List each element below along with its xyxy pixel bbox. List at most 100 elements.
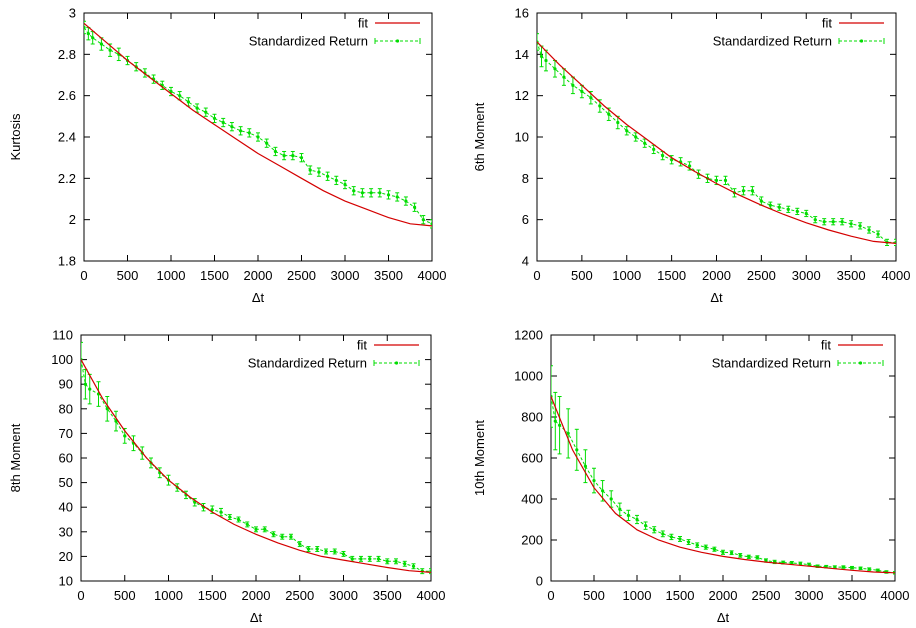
x-tick-label: 500 [117, 268, 139, 283]
data-point [411, 564, 416, 568]
data-point [306, 547, 311, 551]
data-point [583, 464, 588, 468]
legend-label-fit: fit [822, 16, 833, 31]
data-point [634, 135, 638, 139]
data-point [221, 120, 225, 125]
data-point [315, 547, 319, 551]
data-point [558, 423, 562, 427]
data-point [609, 497, 613, 501]
x-axis-title: Δt [710, 290, 723, 305]
plot-area [81, 341, 431, 575]
x-tick-label: 2000 [709, 588, 738, 603]
x-tick-label: 0 [80, 268, 87, 283]
y-tick-label: 400 [521, 492, 543, 507]
y-tick-label: 12 [515, 88, 529, 103]
data-point [840, 220, 844, 224]
y-tick-label: 600 [521, 451, 543, 466]
data-point [764, 558, 768, 563]
data-point [786, 207, 790, 211]
y-tick-label: 90 [59, 377, 73, 392]
x-tick-label: 2500 [285, 588, 314, 603]
data-point [858, 224, 862, 228]
data-point [186, 100, 190, 104]
data-point [723, 178, 728, 182]
data-point [544, 58, 548, 63]
plot-frame [550, 334, 896, 582]
x-tick-label: 2000 [702, 268, 731, 283]
x-tick-label: 4000 [417, 588, 446, 603]
data-point [635, 517, 639, 522]
legend-swatch-point [859, 39, 864, 43]
data-point [254, 527, 258, 531]
data-point [430, 222, 432, 226]
y-tick-label: 1.8 [58, 254, 76, 269]
data-point [759, 199, 763, 203]
x-tick-label: 0 [547, 588, 554, 603]
series-line-fit [537, 41, 896, 244]
data-point [625, 129, 629, 133]
chart-panel-1: 0 500 1000 1500 2000 2500 3000 3500 4000 1.8 2 2.2 2… [8, 6, 446, 306]
data-point [714, 178, 719, 182]
data-point [833, 565, 837, 569]
data-point [395, 195, 399, 199]
data-point [747, 555, 751, 559]
x-tick-label: 1500 [198, 588, 227, 603]
x-tick-label: 1000 [623, 588, 652, 603]
data-point [695, 543, 699, 547]
data-point [643, 141, 647, 145]
data-point [704, 545, 708, 549]
y-tick-label: 2.6 [58, 88, 76, 103]
data-point [291, 154, 295, 158]
data-point [652, 147, 656, 151]
data-point [841, 565, 846, 569]
data-point [644, 524, 648, 528]
data-point [741, 189, 746, 193]
plot-area [84, 20, 432, 229]
data-point [687, 164, 692, 168]
data-point [333, 549, 337, 554]
y-tick-label: 2.8 [58, 47, 76, 62]
x-tick-label: 3500 [837, 268, 866, 283]
data-point [299, 156, 304, 160]
data-point [204, 110, 208, 114]
x-tick-label: 2500 [287, 268, 316, 283]
data-point [687, 540, 691, 544]
data-point [750, 189, 755, 193]
x-axis-title: Δt [252, 290, 265, 305]
data-point [598, 104, 602, 108]
x-tick-label: 1500 [200, 268, 229, 283]
plot-frame [80, 334, 432, 582]
data-point [386, 193, 391, 197]
data-point [652, 528, 656, 532]
data-point [798, 561, 803, 566]
legend-label-fit: fit [358, 16, 369, 31]
y-tick-label: 40 [59, 500, 73, 515]
x-tick-label: 3000 [329, 588, 358, 603]
data-point [795, 209, 799, 213]
data-point [263, 527, 267, 531]
chart-panel-4: 0 500 1000 1500 2000 2500 3000 3500 4000 0 200 400 6… [472, 328, 909, 626]
data-point [271, 532, 276, 536]
y-tick-label: 2.2 [58, 171, 76, 186]
y-tick-label: 2.4 [58, 130, 76, 145]
data-point [210, 508, 214, 512]
data-point [678, 537, 682, 541]
legend-swatch-point [395, 39, 400, 43]
y-tick-label: 6 [522, 212, 529, 227]
data-point [341, 552, 346, 556]
series-line-standardized-return [537, 41, 896, 243]
data-point [804, 211, 808, 216]
y-tick-label: 800 [521, 410, 543, 425]
x-tick-label: 500 [583, 588, 605, 603]
data-point [247, 131, 251, 135]
x-tick-label: 3000 [792, 268, 821, 283]
y-tick-label: 60 [59, 451, 73, 466]
legend: fit Standardized Return [248, 338, 420, 371]
data-point [589, 96, 593, 100]
data-point [777, 205, 781, 209]
x-axis-title: Δt [717, 610, 730, 625]
y-tick-label: 50 [59, 475, 73, 490]
y-axis-title: 10th Moment [472, 420, 487, 496]
data-point [369, 191, 373, 195]
data-point [282, 154, 286, 158]
